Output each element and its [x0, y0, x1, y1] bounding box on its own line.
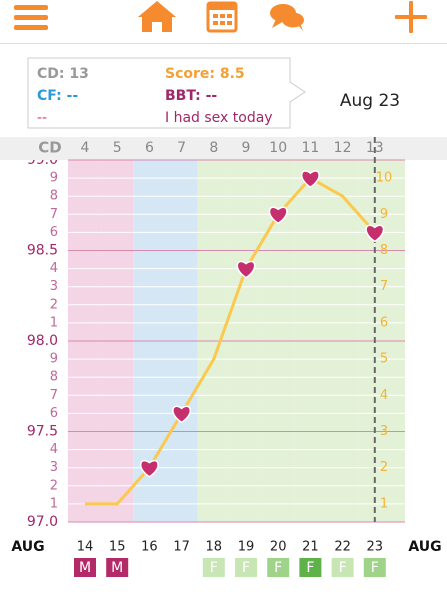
selected-date: Aug 23 — [340, 91, 400, 111]
y-tick-label: 3 — [50, 460, 58, 475]
date-label: 21 — [302, 540, 319, 555]
day-marker-label: M — [111, 560, 123, 576]
month-label: AUG — [11, 539, 44, 555]
x-axis-label: CD — [38, 139, 61, 157]
day-marker-label: F — [371, 560, 379, 576]
y2-tick-label: 10 — [376, 171, 393, 186]
chart: 97.0123497.5678998.0123498.5678999.01234… — [11, 137, 442, 577]
add-button[interactable] — [395, 1, 427, 33]
x-tick-label: 12 — [334, 140, 352, 156]
info-box-frame — [27, 57, 306, 129]
y-tick-label: 99.0 — [27, 152, 58, 168]
x-tick-label: 6 — [145, 140, 154, 156]
day-marker-label: F — [306, 560, 314, 576]
y-tick-label: 1 — [50, 496, 58, 511]
x-tick-label: 10 — [269, 140, 287, 156]
heart-marker — [140, 459, 159, 478]
day-marker — [235, 558, 257, 577]
heart-marker — [301, 170, 320, 188]
day-marker — [299, 558, 322, 577]
y2-tick-label: 9 — [380, 207, 388, 222]
x-tick-label: 11 — [301, 140, 319, 156]
date-label: 14 — [77, 540, 94, 555]
y-tick-label: 7 — [50, 207, 58, 222]
day-marker — [363, 558, 386, 577]
cervical-fluid: CF: -- — [37, 88, 78, 104]
cycle-day: CD: 13 — [37, 66, 89, 82]
day-marker-label: F — [210, 560, 218, 576]
date-label: 17 — [173, 540, 190, 555]
y-tick-label: 2 — [50, 297, 58, 312]
day-marker-label: F — [242, 560, 250, 576]
y-tick-label: 6 — [50, 225, 58, 240]
date-label: 18 — [206, 540, 223, 555]
note: I had sex today — [165, 110, 273, 126]
x-tick-label: 9 — [242, 140, 251, 156]
y-tick-label: 3 — [50, 279, 58, 294]
y-tick-label: 9 — [50, 352, 58, 367]
y-tick-label: 7 — [50, 388, 58, 403]
day-marker — [74, 558, 96, 577]
day-marker-label: F — [339, 560, 347, 576]
heart-marker — [172, 405, 191, 424]
y2-tick-label: 1 — [380, 496, 388, 511]
date-label: 23 — [367, 540, 384, 555]
day-marker — [106, 558, 129, 577]
date-label: 20 — [270, 540, 287, 555]
y2-tick-label: 7 — [380, 279, 388, 294]
heart-marker — [236, 260, 256, 279]
y2-tick-label: 3 — [380, 424, 388, 439]
x-tick-label: 7 — [177, 140, 186, 156]
y-tick-label: 9 — [50, 171, 58, 186]
y-tick-label: 6 — [50, 406, 58, 421]
calendar-button[interactable] — [206, 1, 238, 33]
x-tick-label: 8 — [209, 140, 218, 156]
cd-header — [0, 137, 447, 160]
menu-button[interactable] — [14, 5, 48, 30]
date-label: 22 — [334, 540, 351, 555]
chat-button[interactable] — [270, 4, 304, 31]
day-marker-label: M — [79, 560, 91, 576]
date-label: 19 — [238, 540, 255, 555]
y-tick-label: 4 — [50, 261, 58, 276]
y2-tick-label: 5 — [380, 352, 388, 367]
day-marker-label: F — [274, 560, 282, 576]
info-box: CD: 13 Score: 8.5 CF: -- BBT: -- -- I ha… — [27, 57, 306, 129]
day-marker — [267, 558, 290, 577]
y2-tick-label: 8 — [380, 243, 388, 258]
heart-marker — [268, 206, 288, 225]
y-tick-label: 98.0 — [27, 333, 58, 349]
score-line — [85, 176, 376, 506]
note-mark: -- — [37, 110, 47, 126]
heart-marker — [365, 224, 385, 243]
score: Score: 8.5 — [165, 66, 245, 82]
day-marker — [331, 558, 354, 577]
bbt: BBT: -- — [165, 88, 217, 104]
day-marker — [202, 558, 225, 577]
y2-tick-label: 4 — [380, 388, 388, 403]
month-label: AUG — [408, 539, 441, 555]
x-tick-label: 4 — [81, 140, 90, 156]
date-label: 15 — [109, 540, 126, 555]
y2-tick-label: 2 — [380, 460, 388, 475]
y-tick-label: 2 — [50, 478, 58, 493]
y-tick-label: 98.5 — [27, 243, 58, 259]
date-label: 16 — [141, 540, 158, 555]
y2-tick-label: 6 — [380, 315, 388, 330]
y-tick-label: 97.0 — [27, 514, 58, 530]
y-tick-label: 1 — [50, 315, 58, 330]
home-button[interactable] — [138, 1, 176, 32]
y-tick-label: 97.5 — [27, 424, 58, 440]
y-tick-label: 4 — [50, 442, 58, 457]
y-tick-label: 8 — [50, 189, 58, 204]
x-tick-label: 5 — [113, 140, 122, 156]
y-tick-label: 8 — [50, 370, 58, 385]
